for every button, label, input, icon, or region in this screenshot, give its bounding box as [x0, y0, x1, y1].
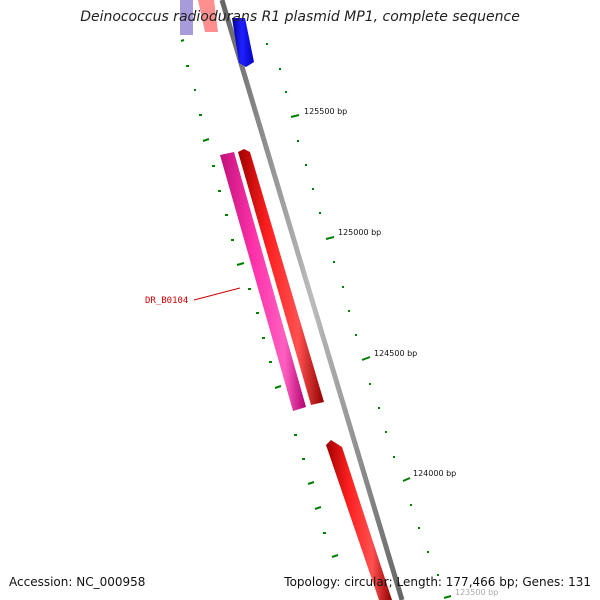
- sequence-backbone: [219, 0, 405, 600]
- gene-feature-blue[interactable]: [232, 18, 254, 67]
- position-label: 123500 bp: [455, 588, 498, 597]
- position-label: 125500 bp: [304, 107, 347, 116]
- gene-feature-reverse-large[interactable]: [220, 152, 306, 411]
- right-ruler: [266, 43, 452, 599]
- left-ruler: [180, 39, 339, 558]
- gene-feature-forward-large[interactable]: [238, 149, 324, 405]
- gene-label-leader: [193, 287, 241, 301]
- gene-feature-reverse-partial[interactable]: [180, 0, 193, 35]
- gene-feature-forward-lower[interactable]: [326, 440, 392, 600]
- gene-feature-forward-partial[interactable]: [198, 0, 218, 32]
- summary-text: Topology: circular; Length: 177,466 bp; …: [284, 575, 591, 589]
- map-title: Deinococcus radiodurans R1 plasmid MP1, …: [80, 9, 520, 25]
- position-label: 125000 bp: [338, 228, 381, 237]
- position-label: 124000 bp: [413, 469, 456, 478]
- position-label: 124500 bp: [374, 349, 417, 358]
- accession-text: Accession: NC_000958: [9, 575, 146, 589]
- gene-label[interactable]: DR_B0104: [145, 296, 188, 306]
